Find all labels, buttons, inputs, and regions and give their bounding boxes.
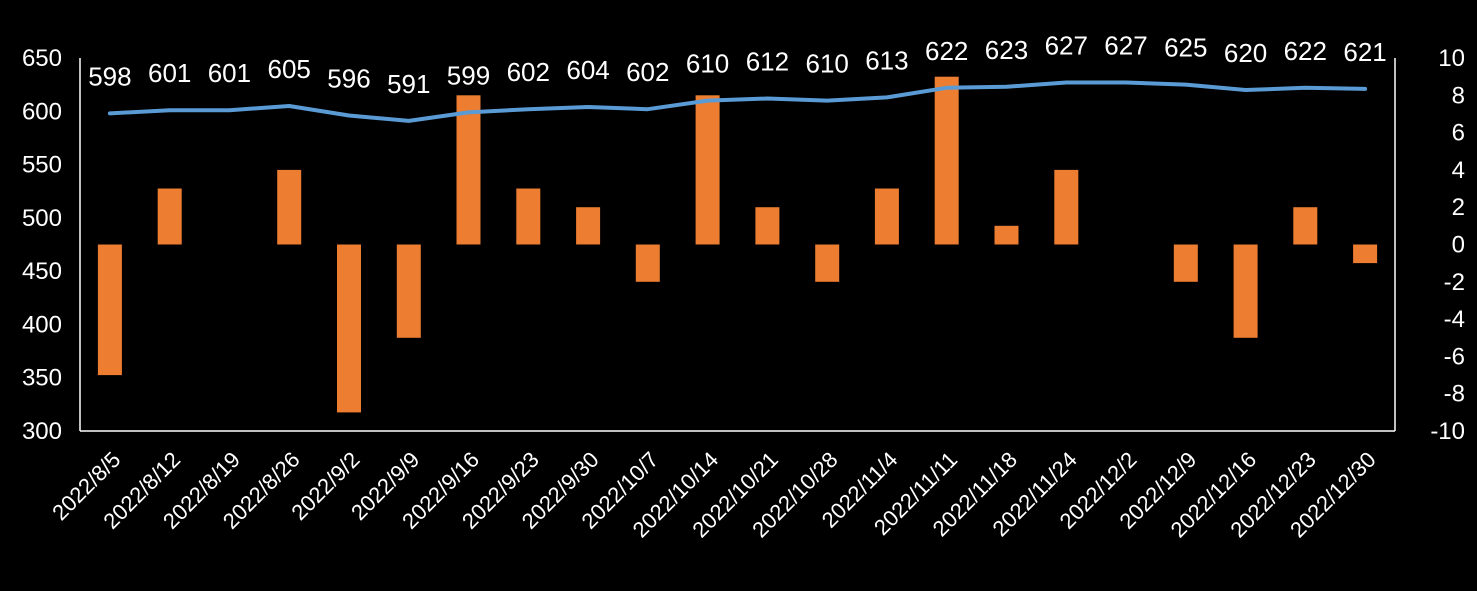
bar (97, 244, 122, 376)
line-data-label: 602 (507, 57, 550, 87)
right-tick-label: 4 (1452, 157, 1465, 184)
line-data-label: 599 (447, 60, 490, 90)
left-axis-ticks: 300 350 400 450 500 550 600 650 (22, 45, 62, 445)
line-data-label: 598 (88, 61, 131, 91)
right-tick-label: -2 (1444, 269, 1465, 296)
left-tick-label: 400 (22, 311, 62, 338)
bar (1293, 207, 1318, 245)
line-data-label: 625 (1164, 33, 1207, 63)
left-tick-label: 500 (22, 205, 62, 232)
right-tick-label: 0 (1452, 232, 1465, 259)
axes (79, 58, 1396, 432)
line-data-label: 596 (327, 64, 370, 94)
bar (456, 95, 481, 245)
bar (277, 169, 302, 245)
line-data-label: 605 (268, 54, 311, 84)
bar (337, 244, 361, 413)
bar-series (97, 76, 1378, 413)
line-data-label: 601 (148, 58, 191, 88)
left-tick-label: 450 (22, 258, 62, 285)
right-tick-label: 10 (1438, 45, 1465, 72)
right-tick-label: 8 (1452, 82, 1465, 109)
line-data-labels: 598 601 601 605 596 591 599 602 604 602 610 612 610 6… (88, 31, 1387, 99)
line-data-label: 604 (566, 55, 609, 85)
line-data-label: 622 (925, 36, 968, 66)
line-data-label: 602 (626, 57, 669, 87)
left-tick-label: 650 (22, 45, 62, 72)
line-path (107, 80, 1368, 123)
line-series (107, 80, 1368, 123)
right-tick-label: -6 (1444, 343, 1465, 370)
right-tick-label: -8 (1444, 381, 1465, 408)
bar (157, 188, 182, 245)
bar (396, 244, 421, 338)
line-data-label: 613 (865, 45, 908, 75)
right-tick-label: -10 (1430, 418, 1465, 445)
left-tick-label: 300 (22, 418, 62, 445)
line-data-label: 627 (1045, 31, 1088, 61)
line-data-label: 610 (806, 49, 849, 79)
line-data-label: 623 (985, 35, 1028, 65)
bar (516, 188, 541, 245)
bar (815, 244, 840, 282)
right-axis-ticks: -10 -8 -6 -4 -2 0 2 4 6 8 10 (1430, 45, 1465, 445)
line-data-label: 627 (1104, 31, 1147, 61)
bar (695, 95, 720, 245)
bar (1233, 244, 1258, 338)
bar (576, 207, 601, 245)
bar (874, 188, 899, 245)
line-data-label: 620 (1224, 38, 1267, 68)
line-data-label: 621 (1343, 37, 1386, 67)
bar (1353, 244, 1378, 264)
line-data-label: 601 (208, 58, 251, 88)
left-tick-label: 350 (22, 365, 62, 392)
bar (934, 76, 959, 245)
right-tick-label: 6 (1452, 120, 1465, 147)
line-data-label: 612 (746, 47, 789, 77)
bar (1054, 169, 1079, 245)
line-data-label: 622 (1284, 36, 1327, 66)
bar (755, 207, 780, 245)
right-tick-label: -4 (1444, 306, 1465, 333)
bar (1173, 244, 1198, 282)
bar (994, 225, 1019, 245)
bar (635, 244, 660, 282)
line-data-label: 610 (686, 49, 729, 79)
line-data-label: 591 (387, 69, 430, 99)
left-tick-label: 600 (22, 98, 62, 125)
left-tick-label: 550 (22, 152, 62, 179)
right-tick-label: 2 (1452, 194, 1465, 221)
